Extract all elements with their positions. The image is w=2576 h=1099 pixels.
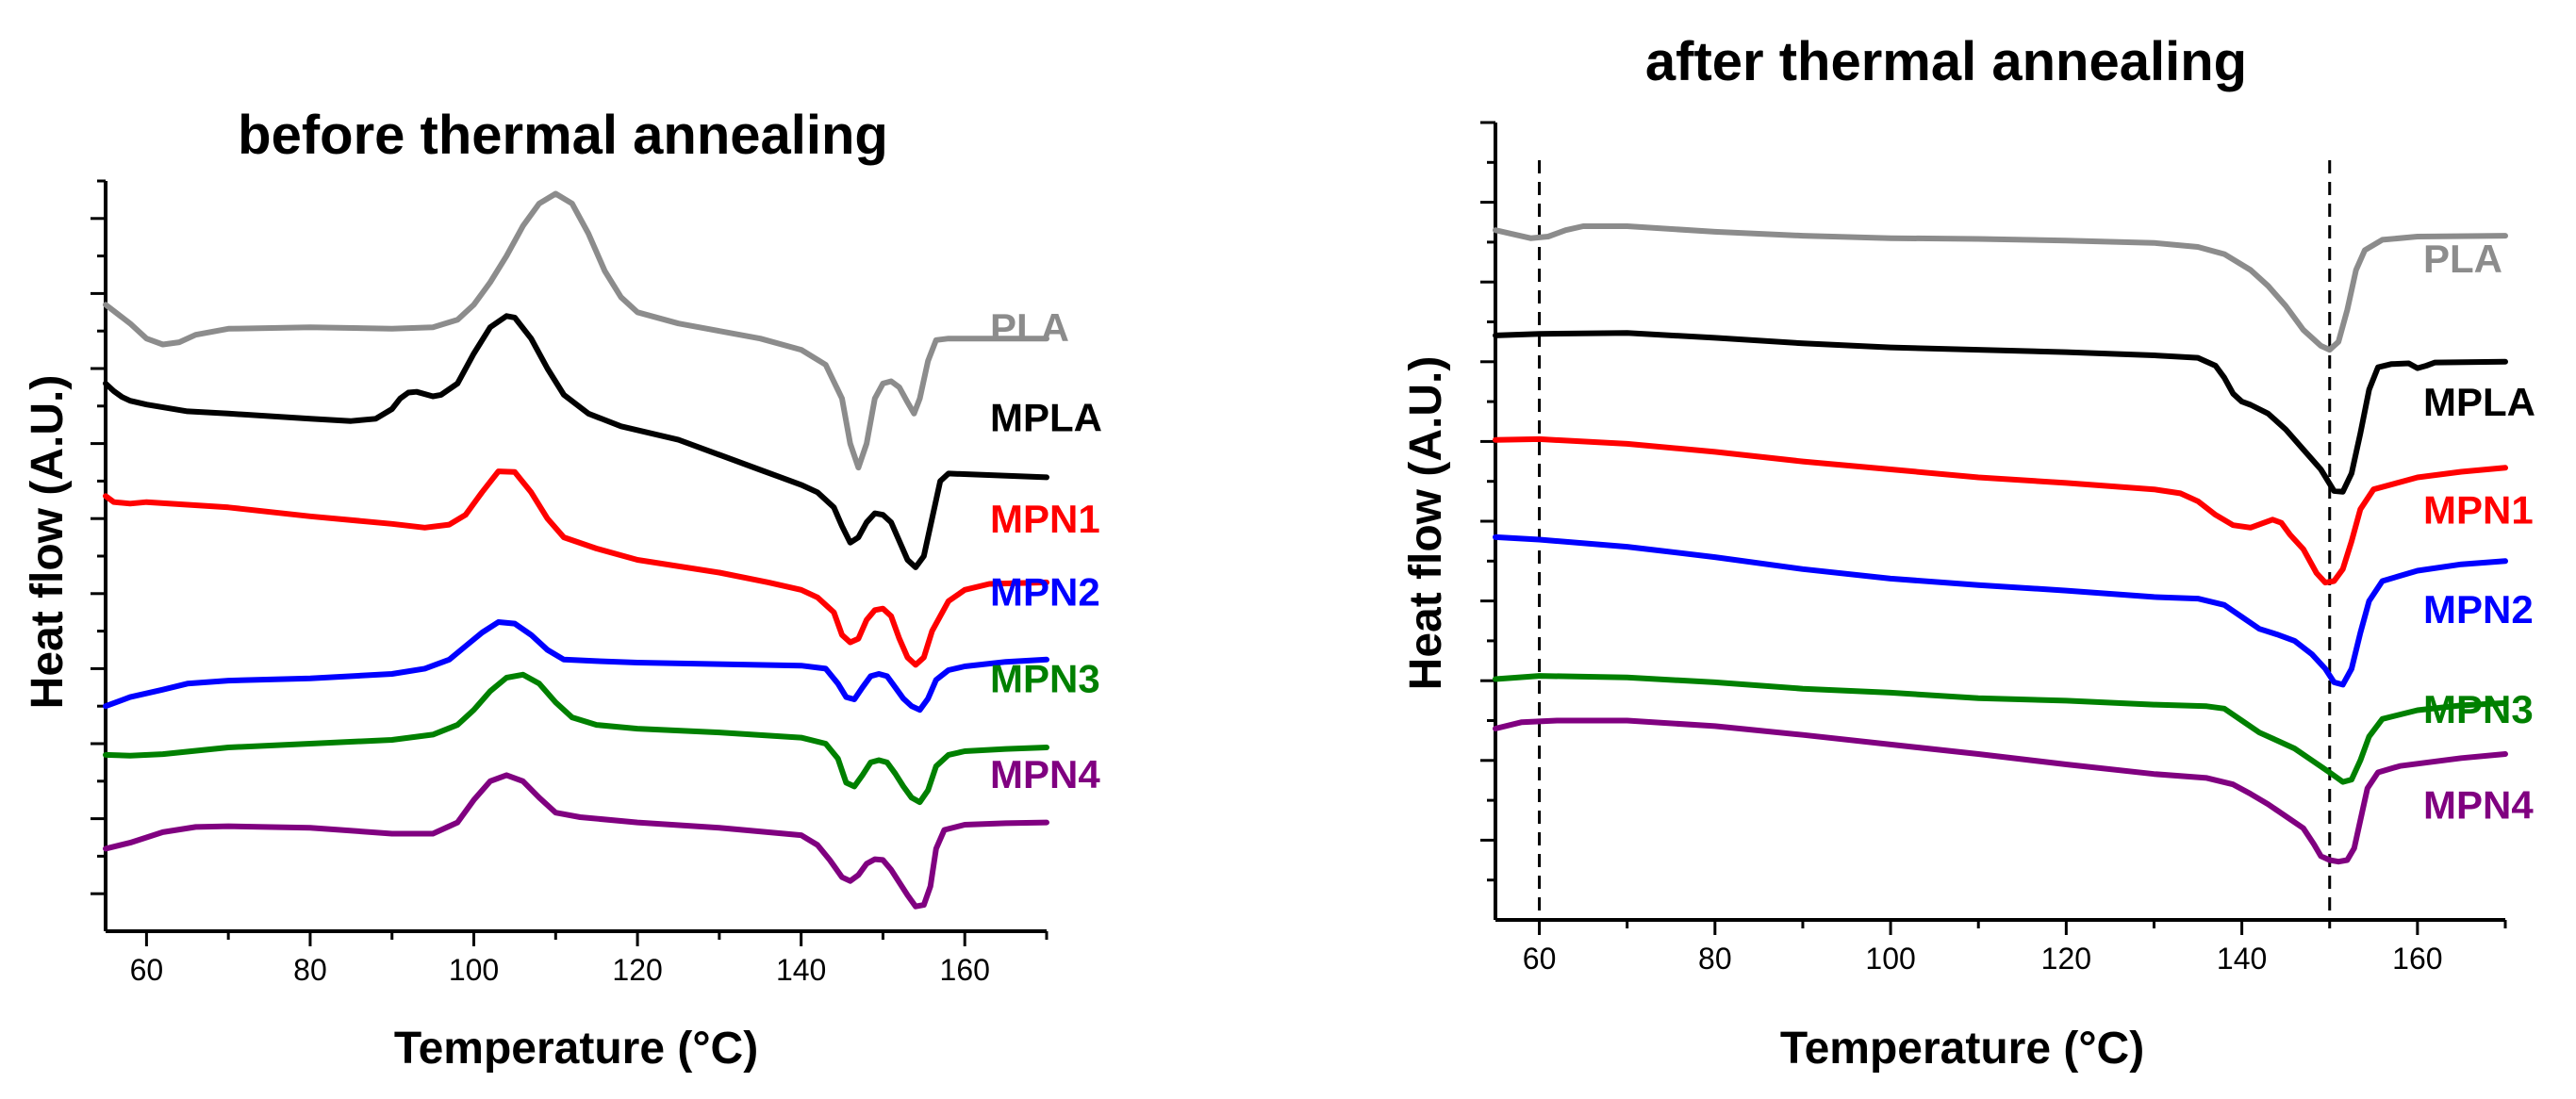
series-label-mpn4: MPN4 xyxy=(2423,782,2534,827)
series-line-pla xyxy=(1493,223,2508,353)
x-tick-label: 100 xyxy=(449,953,499,987)
y-axis-label: Heat flow (A.U.) xyxy=(23,375,73,710)
series-line-mpn3 xyxy=(103,671,1049,806)
x-axis-label: Temperature (°C) xyxy=(1780,1024,2144,1074)
series-label-mpn2: MPN2 xyxy=(990,569,1100,614)
series-line-mpn1 xyxy=(103,468,1049,668)
series-label-pla: PLA xyxy=(990,305,1069,350)
series-line-mpn2 xyxy=(1493,533,2508,688)
chart-title: after thermal annealing xyxy=(1645,31,2247,92)
tick-group: 60 80 100 120 140 160 xyxy=(91,179,1049,987)
series-group xyxy=(1493,223,2508,865)
x-axis-label: Temperature (°C) xyxy=(394,1024,758,1074)
series-line-pla xyxy=(103,190,1049,471)
series-line-mpn4 xyxy=(103,772,1049,910)
tick-group: 60 80 100 120 140 160 xyxy=(1480,121,2507,976)
series-label-mpn3: MPN3 xyxy=(990,657,1100,701)
series-line-mpn1 xyxy=(1493,435,2508,586)
panel-after-annealing: after thermal annealing Heat flow (A.U.)… xyxy=(1401,31,2535,1074)
y-axis-label: Heat flow (A.U.) xyxy=(1401,356,1451,691)
x-tick-label: 160 xyxy=(2392,942,2442,976)
series-label-mpn1: MPN1 xyxy=(990,497,1100,541)
series-line-mpn2 xyxy=(103,619,1049,714)
series-label-mpn2: MPN2 xyxy=(2423,587,2534,632)
x-tick-label: 80 xyxy=(1698,942,1732,976)
chart-title: before thermal annealing xyxy=(238,105,888,166)
panel-before-annealing: before thermal annealing Heat flow (A.U.… xyxy=(23,105,1102,1074)
series-line-mpla xyxy=(1493,330,2508,495)
series-label-mpn1: MPN1 xyxy=(2423,487,2534,532)
x-tick-label: 80 xyxy=(293,953,327,987)
x-tick-label: 60 xyxy=(130,953,164,987)
series-line-mpn4 xyxy=(1493,717,2508,865)
series-line-mpn3 xyxy=(1493,673,2508,785)
x-tick-label: 60 xyxy=(1523,942,1557,976)
series-label-mpla: MPLA xyxy=(990,396,1102,440)
series-group xyxy=(103,190,1049,910)
x-tick-label: 120 xyxy=(612,953,662,987)
series-label-group: PLA MPLA MPN1 MPN2 MPN3 MPN4 xyxy=(2423,237,2535,828)
x-tick-label: 140 xyxy=(2217,942,2267,976)
series-label-mpn4: MPN4 xyxy=(990,752,1100,796)
series-line-mpla xyxy=(103,313,1049,570)
series-label-pla: PLA xyxy=(2423,237,2502,281)
x-tick-label: 160 xyxy=(940,953,990,987)
x-tick-label: 140 xyxy=(776,953,826,987)
series-label-mpla: MPLA xyxy=(2423,380,2535,424)
series-label-mpn3: MPN3 xyxy=(2423,687,2534,731)
x-tick-label: 100 xyxy=(1865,942,1915,976)
reference-line-group xyxy=(1538,160,2332,920)
series-label-group: PLA MPLA MPN1 MPN2 MPN3 MPN4 xyxy=(990,305,1102,796)
x-tick-label: 120 xyxy=(2041,942,2091,976)
